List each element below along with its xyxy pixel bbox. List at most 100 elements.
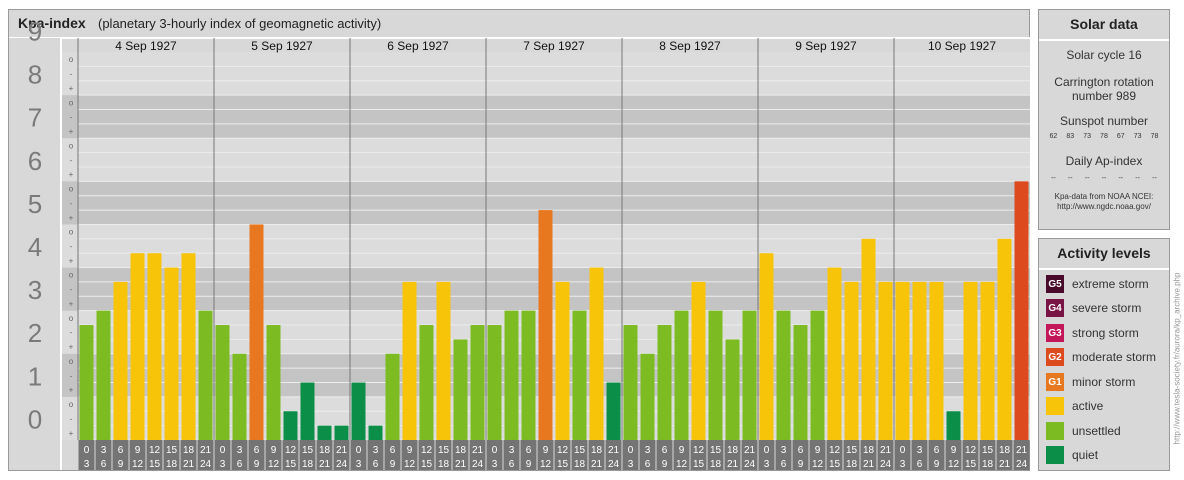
carrington-line-2: number 989 <box>1071 89 1137 103</box>
interval-start-label: 15 <box>574 445 586 456</box>
carrington-line-1: Carrington rotation <box>1054 75 1154 89</box>
interval-end-label: 3 <box>356 459 362 470</box>
interval-start-label: 9 <box>543 445 549 456</box>
interval-cell <box>588 440 605 470</box>
interval-end-label: 24 <box>472 459 484 470</box>
minor-tick-label: + <box>69 343 74 352</box>
minor-tick-label: o <box>69 141 74 150</box>
day-label: 10 Sep 1927 <box>928 39 996 53</box>
solar-data-title: Solar data <box>1039 10 1169 41</box>
interval-cell <box>231 440 248 470</box>
interval-cell <box>996 440 1013 470</box>
interval-cell <box>690 440 707 470</box>
kp-bar <box>181 253 196 440</box>
interval-cell <box>894 440 911 470</box>
kp-bar <box>861 238 876 440</box>
kp-bar <box>300 382 315 440</box>
ap-label: Daily Ap-index <box>1065 154 1143 168</box>
interval-end-label: 15 <box>693 459 705 470</box>
interval-start-label: 18 <box>319 445 331 456</box>
interval-end-label: 18 <box>302 459 314 470</box>
interval-cell <box>503 440 520 470</box>
interval-start-label: 6 <box>934 445 940 456</box>
interval-end-label: 9 <box>934 459 940 470</box>
kp-bar <box>334 425 349 440</box>
interval-end-label: 18 <box>982 459 994 470</box>
kp-bar <box>521 310 536 440</box>
minor-tick-label: + <box>69 256 74 265</box>
minor-tick-label: o <box>69 55 74 64</box>
activity-levels-title: Activity levels <box>1039 239 1169 270</box>
interval-end-label: 21 <box>183 459 195 470</box>
interval-start-label: 0 <box>84 445 90 456</box>
interval-end-label: 15 <box>557 459 569 470</box>
interval-start-label: 12 <box>693 445 705 456</box>
interval-end-label: 6 <box>509 459 515 470</box>
kp-bar <box>215 325 230 440</box>
interval-start-label: 9 <box>407 445 413 456</box>
day-label: 6 Sep 1927 <box>387 39 449 53</box>
solar-data-panel: Solar data Solar cycle 16 Carrington rot… <box>1038 9 1170 230</box>
interval-end-label: 24 <box>200 459 212 470</box>
kp-bar <box>589 267 604 440</box>
interval-start-label: 6 <box>254 445 260 456</box>
kp-band <box>9 396 1030 440</box>
interval-end-label: 12 <box>404 459 416 470</box>
interval-cell <box>809 440 826 470</box>
minor-tick-label: + <box>69 213 74 222</box>
kp-bar <box>572 310 587 440</box>
minor-tick-label: + <box>69 429 74 438</box>
interval-end-label: 6 <box>917 459 923 470</box>
interval-end-label: 3 <box>628 459 634 470</box>
kp-bar <box>113 281 128 440</box>
kp-bar <box>980 281 995 440</box>
sunspot-value: 73 <box>1133 133 1142 140</box>
interval-start-label: 0 <box>492 445 498 456</box>
level-label: unsettled <box>1072 424 1121 438</box>
source-credit-text: http://www.tesla-society.fr/aurora/kp_ar… <box>1172 272 1182 445</box>
interval-end-label: 24 <box>608 459 620 470</box>
level-moderate-storm: G2 moderate storm <box>1046 347 1156 367</box>
kp-bar <box>759 253 774 440</box>
minor-tick-label: + <box>69 299 74 308</box>
kp-bar <box>776 310 791 440</box>
minor-tick-label: - <box>70 242 73 251</box>
interval-end-label: 6 <box>101 459 107 470</box>
interval-cell <box>792 440 809 470</box>
interval-end-label: 18 <box>574 459 586 470</box>
interval-end-label: 3 <box>220 459 226 470</box>
interval-cell <box>843 440 860 470</box>
interval-cell <box>962 440 979 470</box>
interval-cell <box>265 440 282 470</box>
interval-end-label: 12 <box>812 459 824 470</box>
kp-bar <box>640 353 655 440</box>
chart-title: Kpa-index <box>18 15 86 31</box>
interval-start-label: 6 <box>118 445 124 456</box>
interval-start-label: 18 <box>999 445 1011 456</box>
level-unsettled: unsettled <box>1046 421 1121 441</box>
kp-bar <box>742 310 757 440</box>
kp-band <box>9 95 1030 139</box>
interval-end-label: 15 <box>149 459 161 470</box>
interval-cell <box>282 440 299 470</box>
interval-cell <box>333 440 350 470</box>
minor-tick-label: + <box>69 127 74 136</box>
minor-tick-label: o <box>69 314 74 323</box>
sunspot-value: 67 <box>1116 133 1125 140</box>
interval-cell <box>401 440 418 470</box>
interval-end-label: 18 <box>710 459 722 470</box>
kp-bar <box>844 281 859 440</box>
kp-bar <box>674 310 689 440</box>
interval-cell <box>639 440 656 470</box>
interval-cell <box>180 440 197 470</box>
level-minor-storm: G1 minor storm <box>1046 372 1135 392</box>
interval-end-label: 12 <box>540 459 552 470</box>
activity-levels-panel: Activity levels G5 extreme storm G4 seve… <box>1038 238 1170 471</box>
kp-bar <box>436 281 451 440</box>
y-tick-label: 8 <box>28 60 42 90</box>
interval-cell <box>571 440 588 470</box>
kp-bar <box>385 353 400 440</box>
interval-end-label: 9 <box>526 459 532 470</box>
interval-start-label: 21 <box>744 445 756 456</box>
kp-bar <box>283 411 298 440</box>
